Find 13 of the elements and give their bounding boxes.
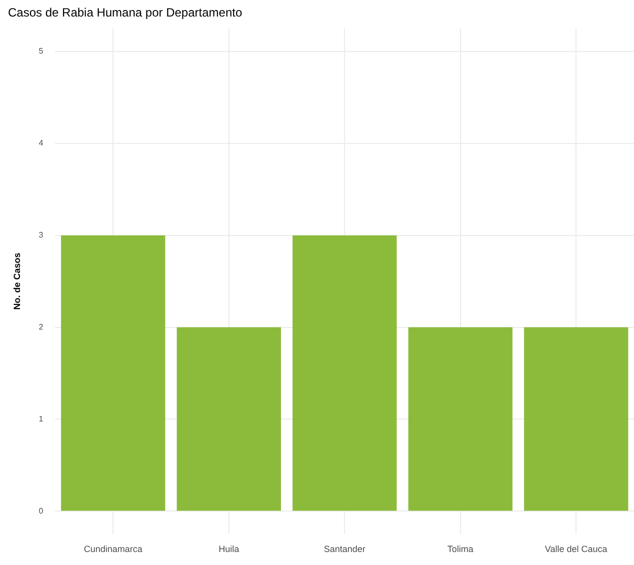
x-tick-label: Cundinamarca xyxy=(84,544,142,554)
y-tick-label: 1 xyxy=(38,414,44,424)
y-tick-label: 4 xyxy=(38,138,44,148)
y-tick-label: 2 xyxy=(38,322,44,332)
x-tick-label: Huila xyxy=(218,544,240,554)
x-tick-label: Valle del Cauca xyxy=(544,544,608,554)
y-tick-label: 5 xyxy=(38,46,44,56)
x-tick-label: Tolima xyxy=(447,544,474,554)
y-axis-title: No. de Casos xyxy=(12,252,22,310)
y-tick-label: 3 xyxy=(38,230,44,240)
x-tick-label: Santander xyxy=(324,544,366,554)
chart-title: Casos de Rabia Humana por Departamento xyxy=(8,6,242,20)
y-tick-label: 0 xyxy=(38,506,44,516)
